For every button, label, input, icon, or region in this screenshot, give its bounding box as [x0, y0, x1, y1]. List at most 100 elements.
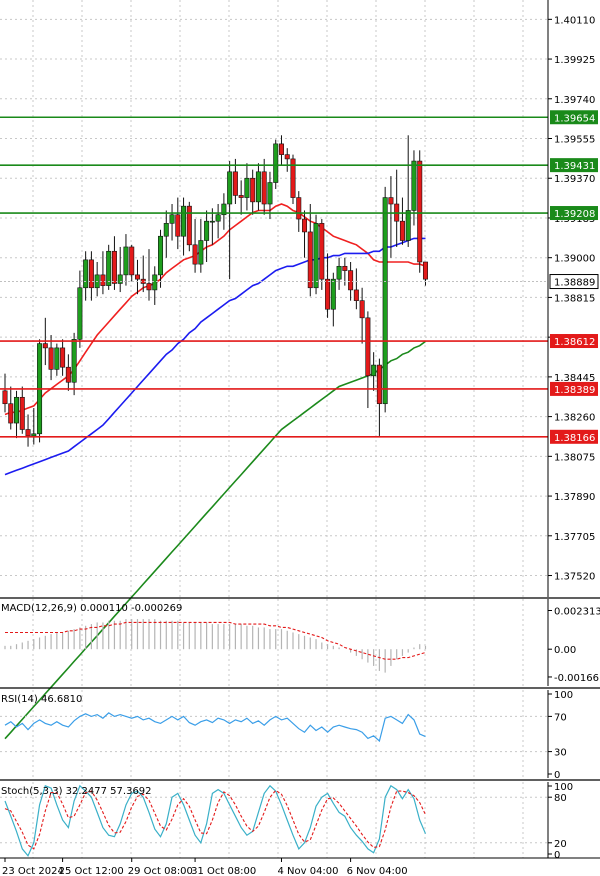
- rsi-tick-label: 100: [554, 690, 573, 701]
- candle-bearish: [388, 197, 394, 205]
- price-tick-label: 1.39555: [554, 135, 595, 146]
- candle-bearish: [307, 231, 313, 289]
- price-tick-label: 1.39370: [554, 174, 595, 185]
- candle-bullish: [209, 220, 215, 223]
- x-tick-label: 4 Nov 04:00: [277, 866, 338, 876]
- candle-bearish: [353, 289, 359, 301]
- candle-bearish: [192, 244, 198, 265]
- x-tick-label: 6 Nov 04:00: [347, 866, 408, 876]
- candle-bearish: [19, 396, 25, 430]
- stoch-tick-label: 0: [554, 850, 560, 861]
- x-tick-label: 29 Oct 08:00: [128, 866, 193, 876]
- price-tick-label: 1.39740: [554, 95, 595, 106]
- candle-bullish: [382, 197, 388, 405]
- candle-bullish: [336, 265, 342, 280]
- candle-bearish: [232, 171, 238, 196]
- candle-bearish: [111, 250, 117, 284]
- candle-bearish: [284, 154, 290, 160]
- macd-signal-line: [5, 621, 426, 660]
- candle-bearish: [342, 265, 348, 271]
- candle-bearish: [48, 347, 54, 370]
- price-tick-label: 1.37520: [554, 572, 595, 583]
- candle-bearish: [290, 158, 296, 198]
- candle-bullish: [221, 203, 227, 216]
- candle-bullish: [255, 171, 261, 203]
- candle-bullish: [106, 250, 112, 286]
- macd-title: MACD(12,26,9) 0.000110 -0.000269: [1, 603, 182, 614]
- level-label-box: [550, 334, 598, 349]
- level-label-box: [550, 381, 598, 396]
- rsi-tick-label: 0: [554, 770, 560, 781]
- macd-tick-label: -0.00166: [554, 673, 599, 684]
- candle-bullish: [152, 274, 158, 291]
- candle-bullish: [77, 287, 83, 340]
- candle-bullish: [163, 223, 169, 237]
- price-tick-label: 1.39000: [554, 254, 595, 265]
- level-label: 1.39208: [554, 209, 595, 220]
- candle-bearish: [250, 177, 256, 203]
- candle-bullish: [31, 433, 37, 437]
- price-tick-label: 1.37705: [554, 532, 595, 543]
- candle-bearish: [238, 195, 244, 198]
- candle-bullish: [181, 205, 187, 237]
- rsi-line: [4, 712, 426, 743]
- level-label: 1.38612: [554, 337, 595, 348]
- price-tick-label: 1.40110: [554, 15, 595, 26]
- current-price-box: [549, 274, 599, 290]
- candle-bullish: [117, 274, 123, 284]
- candle-bearish: [42, 343, 48, 349]
- candle-bullish: [313, 223, 319, 289]
- macd-tick-label: 0.00: [554, 645, 576, 656]
- candle-bullish: [123, 246, 129, 276]
- stoch-k-line: [4, 784, 427, 857]
- candle-bearish: [348, 270, 354, 291]
- candle-bearish: [422, 261, 428, 280]
- candle-bearish: [186, 205, 192, 246]
- stoch-d-line: [4, 789, 426, 850]
- rsi-title: RSI(14) 46.6810: [1, 694, 82, 705]
- level-label-box: [550, 206, 598, 221]
- level-label-box: [550, 110, 598, 125]
- level-label: 1.38389: [554, 385, 595, 396]
- candle-bearish: [146, 283, 152, 291]
- candle-bullish: [227, 171, 233, 205]
- candle-bullish: [215, 214, 221, 222]
- candle-bearish: [100, 274, 106, 286]
- candle-bearish: [296, 197, 302, 220]
- x-tick-label: 23 Oct 2024: [2, 866, 64, 876]
- candle-bullish: [204, 220, 210, 241]
- candle-bullish: [54, 347, 60, 370]
- candle-bearish: [2, 390, 8, 405]
- level-label-box: [550, 429, 598, 444]
- level-label-box: [550, 158, 598, 173]
- x-tick-label: 31 Oct 08:00: [191, 866, 256, 876]
- candle-bearish: [359, 300, 365, 319]
- candle-bearish: [261, 171, 267, 205]
- macd-tick-label: 0.002313: [554, 606, 600, 617]
- candle-bullish: [169, 214, 175, 224]
- candle-bearish: [319, 223, 325, 280]
- candle-bullish: [405, 210, 411, 241]
- candle-bullish: [14, 396, 20, 424]
- price-tick-label: 1.38075: [554, 452, 595, 463]
- candle-bearish: [175, 214, 181, 237]
- candle-bullish: [244, 177, 250, 198]
- candle-bearish: [399, 220, 405, 241]
- candle-bearish: [8, 403, 14, 424]
- candle-bullish: [267, 182, 273, 205]
- candle-bearish: [417, 160, 423, 263]
- x-tick-label: 25 Oct 12:00: [59, 866, 124, 876]
- candle-bearish: [25, 429, 31, 437]
- stoch-tick-label: 20: [554, 839, 567, 850]
- stoch-tick-label: 80: [554, 793, 567, 804]
- candle-bullish: [371, 364, 377, 377]
- candle-bullish: [71, 339, 77, 383]
- candle-bearish: [278, 143, 284, 155]
- current-price-label: 1.38889: [554, 278, 595, 289]
- candle-bullish: [330, 278, 336, 310]
- medium-ma-line: [4, 237, 426, 476]
- plot-area: [0, 0, 548, 858]
- candle-bullish: [158, 235, 164, 276]
